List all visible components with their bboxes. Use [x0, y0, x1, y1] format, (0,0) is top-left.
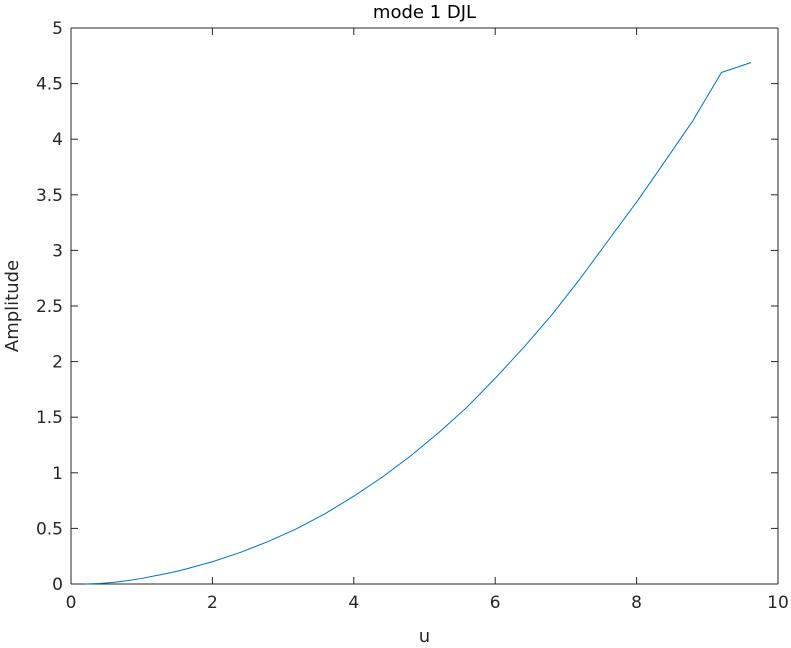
y-tick-label: 2 [52, 353, 63, 373]
x-tick-label: 6 [490, 593, 501, 613]
x-tick-label: 0 [66, 593, 77, 613]
plot-area [71, 28, 778, 584]
y-axis-label: Amplitude [2, 260, 23, 352]
y-tick-label: 1 [52, 464, 63, 484]
y-tick-label: 5 [52, 19, 63, 39]
x-axis-label: u [419, 626, 430, 647]
series-layer [85, 61, 752, 585]
y-tick-label: 4.5 [36, 75, 63, 95]
y-tick-label: 2.5 [36, 297, 63, 317]
y-tick-label: 3.5 [36, 186, 63, 206]
y-tick-label: 0 [52, 575, 63, 595]
x-tick-label: 2 [207, 593, 218, 613]
x-tick-label: 8 [631, 593, 642, 613]
y-tick-label: 0.5 [36, 519, 63, 539]
y-tick-label: 1.5 [36, 408, 63, 428]
y-tick-label: 3 [52, 241, 63, 261]
x-tick-label: 4 [348, 593, 359, 613]
y-axis-ticks: 0 0.5 1 1.5 2 2.5 3 3.5 4 4.5 5 [36, 19, 778, 595]
series-line [85, 61, 752, 585]
x-tick-label: 10 [767, 593, 789, 613]
y-tick-label: 4 [52, 130, 63, 150]
x-axis-ticks: 0 2 4 6 8 10 [66, 28, 789, 613]
chart-title: mode 1 DJL [373, 2, 476, 23]
